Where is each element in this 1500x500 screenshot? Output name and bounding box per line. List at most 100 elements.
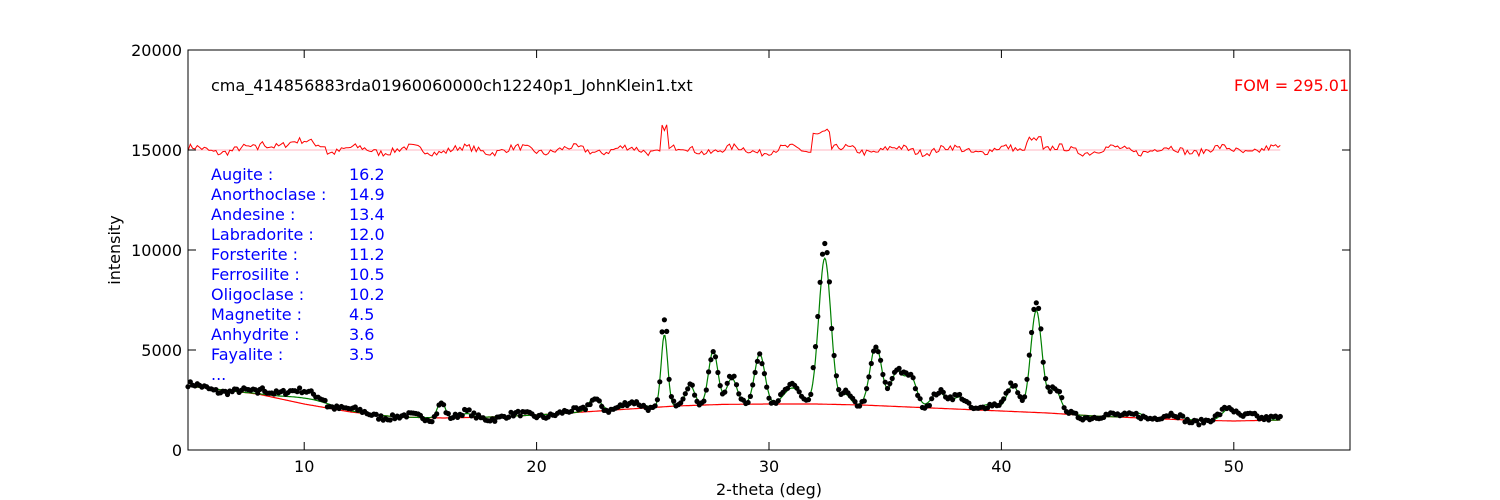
observed-point bbox=[824, 250, 830, 256]
observed-point bbox=[1266, 417, 1272, 423]
observed-point bbox=[808, 391, 814, 397]
observed-point bbox=[1033, 300, 1039, 306]
phase-value: 11.2 bbox=[349, 245, 385, 264]
phase-value: 12.0 bbox=[349, 225, 385, 244]
observed-point bbox=[754, 358, 761, 364]
observed-point bbox=[852, 399, 858, 405]
observed-point bbox=[682, 391, 688, 397]
observed-point bbox=[1047, 389, 1053, 395]
phase-name: Magnetite : bbox=[211, 305, 302, 324]
phase-list: Augite : 16.2 Anorthoclase : 14.9 Andesine :… bbox=[211, 165, 385, 384]
observed-point bbox=[373, 411, 379, 417]
observed-point bbox=[515, 408, 521, 414]
phase-value: 13.4 bbox=[349, 205, 385, 224]
phase-value: 4.5 bbox=[349, 305, 374, 324]
observed-point bbox=[759, 361, 765, 367]
observed-point bbox=[703, 387, 709, 393]
observed-point bbox=[724, 380, 730, 386]
observed-point bbox=[833, 373, 840, 379]
observed-point bbox=[761, 371, 768, 377]
x-tick-label: 20 bbox=[526, 457, 546, 476]
phase-name: Anorthoclase : bbox=[211, 185, 326, 204]
observed-point bbox=[1026, 352, 1032, 358]
x-axis-ticks: 10 20 30 40 50 bbox=[294, 50, 1244, 476]
observed-point bbox=[857, 403, 863, 409]
observed-point bbox=[817, 279, 823, 285]
observed-point bbox=[1217, 412, 1223, 418]
observed-point bbox=[889, 375, 895, 382]
observed-point bbox=[1038, 326, 1044, 332]
observed-point bbox=[1059, 395, 1065, 401]
observed-point bbox=[929, 396, 935, 402]
fom-label: FOM = 295.01 bbox=[1234, 76, 1349, 95]
phase-name: Labradorite : bbox=[211, 225, 314, 244]
observed-point bbox=[745, 399, 751, 406]
x-axis-label: 2-theta (deg) bbox=[716, 480, 822, 499]
observed-point bbox=[599, 403, 605, 409]
observed-point bbox=[722, 389, 728, 395]
observed-point bbox=[950, 397, 956, 403]
observed-point bbox=[710, 349, 716, 355]
phase-name: Oligoclase : bbox=[211, 285, 304, 304]
observed-point bbox=[322, 397, 328, 404]
observed-point bbox=[1024, 376, 1030, 382]
observed-point bbox=[884, 385, 891, 392]
phase-name: Fayalite : bbox=[211, 345, 283, 364]
phase-value: 10.2 bbox=[349, 285, 385, 304]
observed-point bbox=[692, 392, 698, 398]
observed-point bbox=[441, 402, 447, 408]
observed-point bbox=[775, 398, 781, 404]
observed-point bbox=[1045, 384, 1051, 390]
y-tick-label: 20000 bbox=[131, 41, 182, 60]
observed-point bbox=[1180, 413, 1186, 419]
observed-point bbox=[517, 413, 523, 419]
phase-name: Ferrosilite : bbox=[211, 265, 300, 284]
observed-point bbox=[587, 401, 593, 408]
observed-point bbox=[701, 398, 707, 404]
observed-point bbox=[1043, 376, 1049, 382]
observed-point bbox=[685, 386, 691, 392]
observed-point bbox=[868, 360, 874, 367]
observed-point bbox=[1277, 413, 1283, 420]
observed-point bbox=[1040, 359, 1046, 365]
observed-point bbox=[1061, 405, 1067, 411]
residual-line bbox=[187, 124, 1281, 158]
observed-point bbox=[736, 391, 742, 397]
observed-point bbox=[926, 402, 933, 409]
observed-point bbox=[492, 418, 498, 424]
y-tick-label: 5000 bbox=[141, 341, 182, 360]
observed-point bbox=[664, 328, 670, 334]
observed-point bbox=[708, 357, 714, 363]
observed-point bbox=[715, 369, 721, 376]
observed-point bbox=[1196, 422, 1202, 428]
observed-point bbox=[917, 396, 923, 402]
observed-point bbox=[1031, 306, 1037, 312]
observed-point bbox=[810, 365, 816, 371]
phase-value: 3.6 bbox=[349, 325, 374, 344]
observed-point bbox=[680, 396, 686, 402]
phase-name: ... bbox=[211, 365, 226, 384]
observed-point bbox=[812, 344, 819, 350]
observed-point bbox=[294, 389, 300, 395]
observed-point bbox=[912, 386, 919, 392]
observed-point bbox=[689, 382, 695, 388]
observed-point bbox=[880, 371, 886, 378]
observed-point bbox=[1036, 305, 1042, 311]
observed-point bbox=[466, 407, 472, 413]
observed-point bbox=[429, 419, 435, 425]
phase-name: Andesine : bbox=[211, 205, 295, 224]
observed-point bbox=[671, 398, 677, 404]
y-tick-label: 15000 bbox=[131, 141, 182, 160]
observed-point bbox=[445, 411, 451, 417]
observed-point bbox=[861, 398, 867, 404]
phase-name: Forsterite : bbox=[211, 245, 298, 264]
observed-point bbox=[805, 397, 812, 403]
observed-point bbox=[582, 406, 589, 413]
observed-point bbox=[873, 344, 879, 350]
observed-layer bbox=[185, 240, 1283, 428]
y-tick-label: 0 bbox=[172, 441, 182, 460]
observed-point bbox=[957, 391, 963, 398]
observed-point bbox=[826, 279, 833, 285]
observed-point bbox=[387, 417, 393, 423]
observed-point bbox=[910, 375, 916, 381]
